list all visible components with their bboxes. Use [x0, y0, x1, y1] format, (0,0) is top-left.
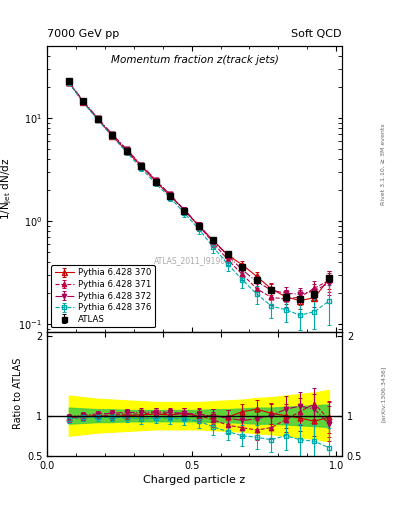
- Text: ATLAS_2011_I919017: ATLAS_2011_I919017: [154, 255, 235, 265]
- Text: Rivet 3.1.10, ≥ 3M events: Rivet 3.1.10, ≥ 3M events: [381, 123, 386, 205]
- Text: [arXiv:1306.3436]: [arXiv:1306.3436]: [381, 366, 386, 422]
- X-axis label: Charged particle z: Charged particle z: [143, 475, 246, 485]
- Y-axis label: 1/N$_{\rm jet}$ dN/dz: 1/N$_{\rm jet}$ dN/dz: [0, 158, 14, 220]
- Text: Momentum fraction z(track jets): Momentum fraction z(track jets): [110, 55, 279, 65]
- Y-axis label: Ratio to ATLAS: Ratio to ATLAS: [13, 358, 23, 429]
- Legend: Pythia 6.428 370, Pythia 6.428 371, Pythia 6.428 372, Pythia 6.428 376, ATLAS: Pythia 6.428 370, Pythia 6.428 371, Pyth…: [51, 265, 155, 327]
- Text: 7000 GeV pp: 7000 GeV pp: [47, 29, 119, 39]
- Text: Soft QCD: Soft QCD: [292, 29, 342, 39]
